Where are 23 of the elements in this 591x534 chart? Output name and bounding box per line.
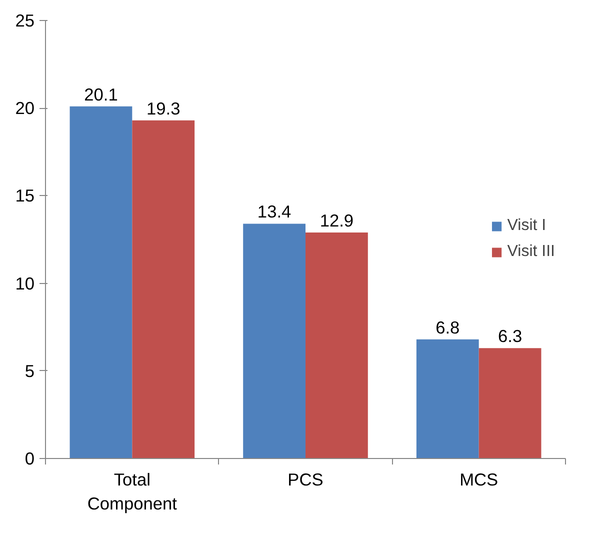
- data-label: 6.3: [498, 326, 522, 346]
- data-label: 12.9: [320, 210, 354, 230]
- data-label: 20.1: [84, 84, 118, 104]
- data-label: 13.4: [257, 202, 292, 222]
- legend-label: Visit I: [507, 217, 546, 235]
- bar: [70, 106, 132, 458]
- data-label: 6.8: [436, 317, 460, 338]
- y-tick-label: 5: [24, 360, 35, 381]
- y-tick-label: 25: [15, 10, 35, 30]
- bar: [243, 224, 306, 458]
- x-tick-label: PCS: [288, 470, 324, 490]
- x-tick-label: MCS: [460, 470, 498, 490]
- legend-label: Visit III: [507, 243, 555, 261]
- y-tick-label: 20: [15, 98, 35, 118]
- y-tick-label: 10: [15, 273, 35, 294]
- data-label: 19.3: [146, 98, 180, 118]
- x-tick-label: Total Component: [87, 470, 178, 514]
- bar: [306, 232, 368, 458]
- y-tick-label: 15: [15, 186, 35, 206]
- bar: [478, 348, 542, 458]
- bar: [416, 339, 479, 458]
- bar: [132, 120, 195, 458]
- y-tick-label: 0: [24, 448, 35, 468]
